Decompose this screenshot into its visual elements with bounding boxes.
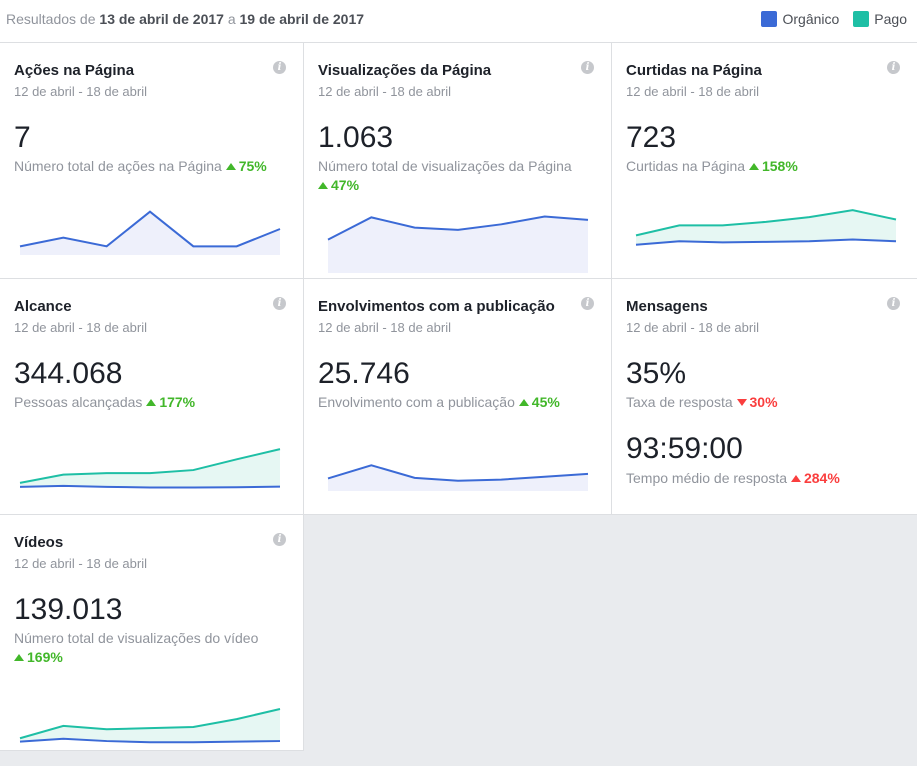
date-range-text: Resultados de 13 de abril de 2017 a 19 d… <box>6 11 365 27</box>
paid-line <box>635 209 897 237</box>
info-icon[interactable]: i <box>887 61 900 74</box>
card-date: 12 de abril - 18 de abril <box>626 320 759 335</box>
card-alcance[interactable]: Alcance 12 de abril - 18 de abril i 344.… <box>0 279 304 515</box>
card-envolvimentos-publicacao[interactable]: Envolvimentos com a publicação 12 de abr… <box>304 279 612 515</box>
card-title: Alcance <box>14 298 72 315</box>
metric-value: 7 <box>14 121 31 154</box>
delta-badge: 75% <box>225 158 267 174</box>
response-time-description: Tempo médio de resposta 284% <box>626 470 840 486</box>
organic-line <box>19 737 281 744</box>
sparkline-chart <box>19 448 281 489</box>
delta-badge: 169% <box>14 649 63 665</box>
card-title: Ações na Página <box>14 62 135 79</box>
paid-line <box>19 448 281 484</box>
metric-value: 139.013 <box>14 593 123 626</box>
delta-badge: 284% <box>790 470 840 486</box>
arrow-down-icon <box>736 399 747 406</box>
card-date: 12 de abril - 18 de abril <box>14 84 147 99</box>
start-date: 13 de abril de 2017 <box>99 11 224 27</box>
organic-line <box>635 238 897 246</box>
card-title: Mensagens <box>626 298 708 315</box>
arrow-up-icon <box>748 163 759 170</box>
end-date: 19 de abril de 2017 <box>239 11 365 27</box>
paid-swatch <box>853 11 870 27</box>
response-time-value: 93:59:00 <box>626 432 743 465</box>
paid-area <box>20 449 280 488</box>
card-title: Vídeos <box>14 534 64 551</box>
delta-badge: 177% <box>146 394 195 410</box>
organic-line <box>327 215 589 241</box>
card-date: 12 de abril - 18 de abril <box>318 320 451 335</box>
card-title: Visualizações da Página <box>318 62 492 79</box>
arrow-up-icon <box>14 654 24 661</box>
metric-description: Número total de visualizações da Página … <box>318 158 572 193</box>
organic-line <box>327 464 589 482</box>
card-videos[interactable]: Vídeos 12 de abril - 18 de abril i 139.0… <box>0 515 304 751</box>
sparkline-chart <box>327 215 589 273</box>
card-date: 12 de abril - 18 de abril <box>626 84 759 99</box>
organic-area <box>20 211 280 255</box>
delta-badge: 45% <box>518 394 560 410</box>
card-date: 12 de abril - 18 de abril <box>14 556 147 571</box>
info-icon[interactable]: i <box>273 61 286 74</box>
metric-value: 723 <box>626 121 677 154</box>
card-date: 12 de abril - 18 de abril <box>318 84 451 99</box>
arrow-up-icon <box>318 182 328 189</box>
legend: Orgânico Pago <box>747 11 907 27</box>
card-visualizacoes-pagina[interactable]: Visualizações da Página 12 de abril - 18… <box>304 43 612 279</box>
organic-line <box>19 484 281 489</box>
info-icon[interactable]: i <box>887 297 900 310</box>
sparkline-chart <box>19 210 281 255</box>
card-title: Envolvimentos com a publicação <box>318 298 555 315</box>
sparkline-chart <box>327 464 589 491</box>
sparkline-chart <box>19 708 281 744</box>
response-rate-description: Taxa de resposta 30% <box>626 394 778 410</box>
metric-description: Curtidas na Página 158% <box>626 158 798 174</box>
info-icon[interactable]: i <box>273 297 286 310</box>
paid-area <box>20 709 280 743</box>
organic-line <box>19 210 281 248</box>
organic-swatch <box>761 11 778 27</box>
paid-area <box>636 210 896 245</box>
metric-value: 1.063 <box>318 121 394 154</box>
arrow-up-icon <box>518 399 529 406</box>
card-curtidas-pagina[interactable]: Curtidas na Página 12 de abril - 18 de a… <box>612 43 917 279</box>
metric-description: Número total de ações na Página 75% <box>14 158 267 174</box>
info-icon[interactable]: i <box>273 533 286 546</box>
legend-organic[interactable]: Orgânico <box>761 11 839 27</box>
arrow-up-icon <box>146 399 157 406</box>
info-icon[interactable]: i <box>581 297 594 310</box>
delta-badge: 47% <box>318 177 359 193</box>
metric-value: 25.746 <box>318 357 410 390</box>
legend-paid[interactable]: Pago <box>853 11 907 27</box>
card-mensagens[interactable]: Mensagens 12 de abril - 18 de abril i 35… <box>612 279 917 515</box>
card-date: 12 de abril - 18 de abril <box>14 320 147 335</box>
info-icon[interactable]: i <box>581 61 594 74</box>
card-acoes-pagina[interactable]: Ações na Página 12 de abril - 18 de abri… <box>0 43 304 279</box>
organic-area <box>328 216 588 273</box>
arrow-up-icon <box>225 163 236 170</box>
date-range-header: Resultados de 13 de abril de 2017 a 19 d… <box>0 0 917 43</box>
delta-badge: 30% <box>736 394 778 410</box>
metric-description: Número total de visualizações do vídeo 1… <box>14 630 259 665</box>
metric-description: Envolvimento com a publicação 45% <box>318 394 560 410</box>
delta-badge: 158% <box>748 158 798 174</box>
organic-area <box>328 465 588 491</box>
metric-description: Pessoas alcançadas 177% <box>14 394 196 410</box>
sparkline-chart <box>635 209 897 246</box>
response-rate-value: 35% <box>626 357 687 390</box>
arrow-up-icon <box>790 475 801 482</box>
paid-line <box>19 708 281 740</box>
card-title: Curtidas na Página <box>626 62 762 79</box>
metric-value: 344.068 <box>14 357 123 390</box>
